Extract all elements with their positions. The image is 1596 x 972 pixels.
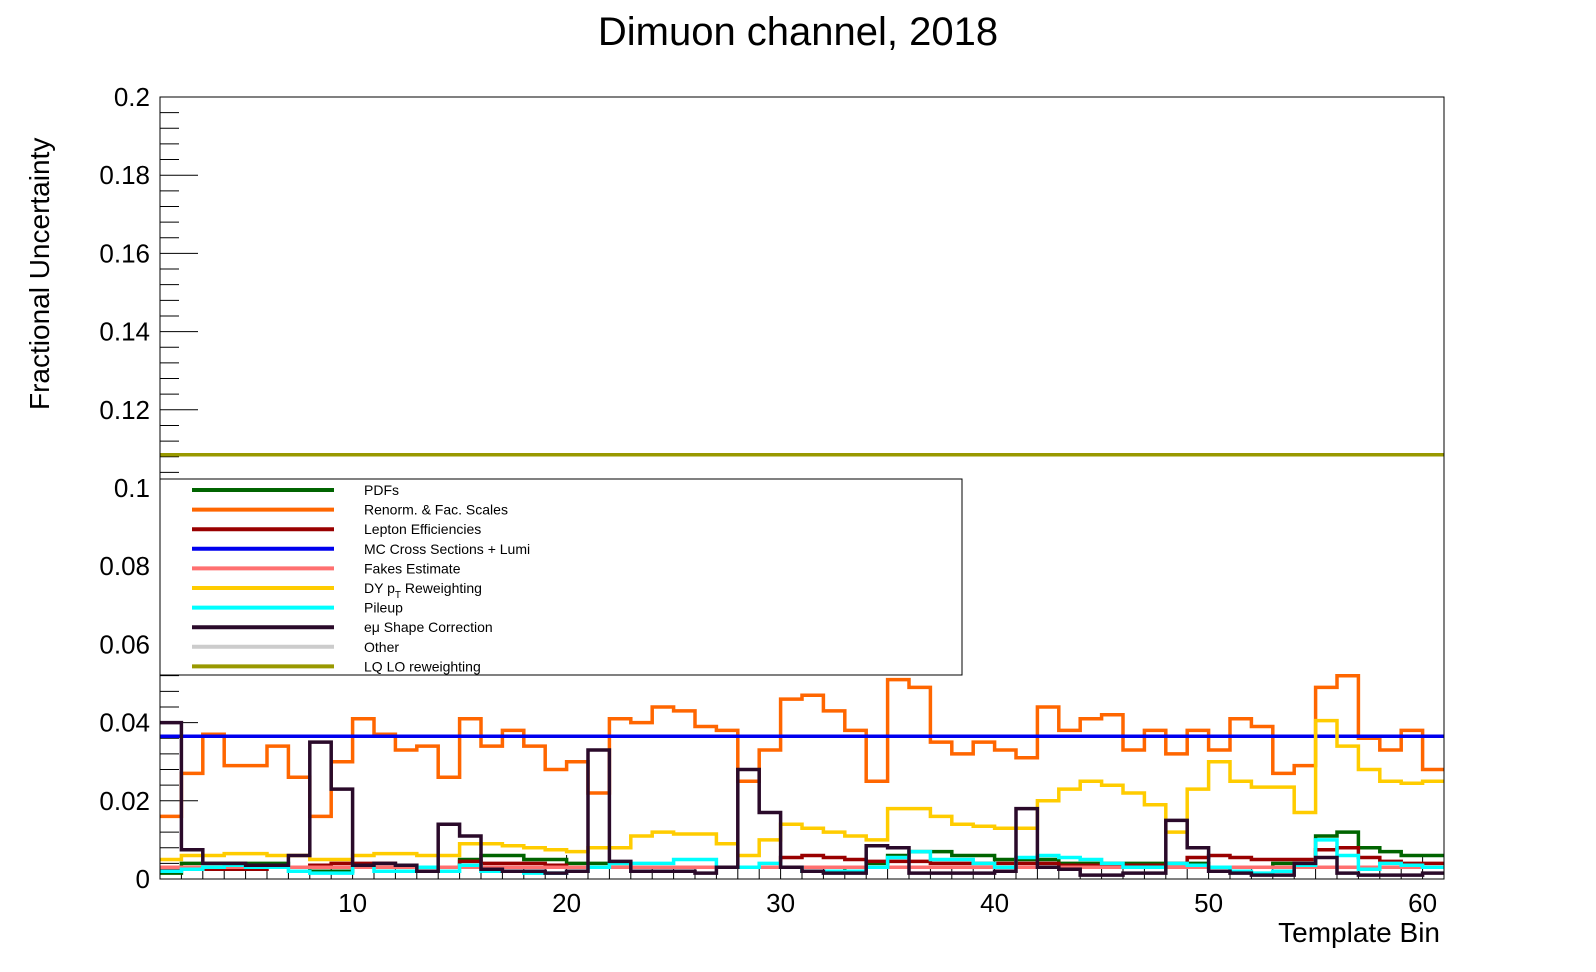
legend-label: DY pT Reweighting <box>364 580 482 601</box>
legend-label: Other <box>364 639 399 655</box>
y-tick-label: 0.06 <box>99 629 150 659</box>
y-tick-label: 0.1 <box>114 473 150 503</box>
legend-label: PDFs <box>364 482 399 498</box>
series-line <box>160 673 1444 819</box>
x-tick-label: 50 <box>1194 888 1223 918</box>
x-tick-label: 60 <box>1408 888 1437 918</box>
legend-label: Pileup <box>364 600 403 616</box>
x-tick-label: 10 <box>338 888 367 918</box>
y-tick-label: 0.16 <box>99 238 150 268</box>
legend-label: LQ LO reweighting <box>364 658 481 674</box>
y-tick-label: 0.14 <box>99 317 150 347</box>
y-tick-label: 0.18 <box>99 160 150 190</box>
legend-label: Lepton Efficiencies <box>364 521 481 537</box>
x-tick-label: 40 <box>980 888 1009 918</box>
legend-label: Fakes Estimate <box>364 560 461 576</box>
y-tick-label: 0.02 <box>99 786 150 816</box>
y-tick-label: 0.08 <box>99 551 150 581</box>
legend: PDFs Renorm. & Fac. Scales Lepton Efficien… <box>159 478 963 676</box>
x-tick-label: 30 <box>766 888 795 918</box>
y-axis-title: Fractional Uncertainty <box>24 138 55 410</box>
series-line <box>160 718 1444 862</box>
x-axis-title: Template Bin <box>1278 917 1440 948</box>
legend-label: eμ Shape Correction <box>364 619 493 635</box>
y-tick-label: 0 <box>136 864 150 894</box>
y-tick-label: 0.04 <box>99 708 150 738</box>
chart-title: Dimuon channel, 2018 <box>598 10 998 54</box>
legend-label: Renorm. & Fac. Scales <box>364 502 508 518</box>
series-layer <box>160 453 1444 877</box>
series-line <box>160 720 1444 877</box>
y-tick-label: 0.12 <box>99 395 150 425</box>
legend-box <box>159 478 963 676</box>
x-tick-label: 20 <box>552 888 581 918</box>
y-tick-label: 0.2 <box>114 82 150 112</box>
legend-label: MC Cross Sections + Lumi <box>364 541 530 557</box>
